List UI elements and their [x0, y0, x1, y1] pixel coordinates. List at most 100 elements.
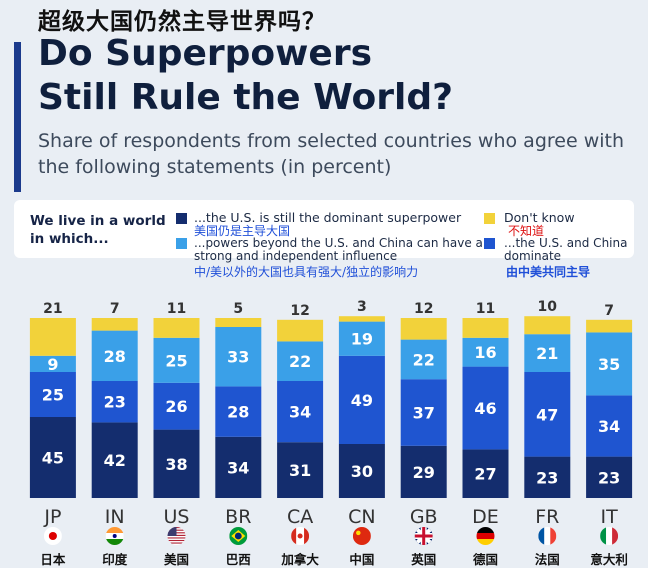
- bar-cn-dont-know: [338, 316, 385, 322]
- bar-gb-other-powers: [400, 339, 447, 380]
- tick-label-fr: FR: [535, 506, 559, 528]
- data-label-it-us-dominant: 23: [598, 468, 620, 487]
- bar-fr-other-powers: [524, 334, 571, 372]
- data-label-de-dont-know: 11: [476, 301, 495, 317]
- data-label-br-dont-know: 5: [233, 301, 243, 317]
- bar-us-other-powers: [153, 337, 200, 383]
- flag-brazil-icon: [229, 527, 248, 545]
- data-label-cn-us-china: 49: [351, 391, 373, 410]
- data-label-jp-dont-know: 21: [43, 301, 62, 317]
- legend-cn-us-china: 由中美共同主导: [506, 265, 591, 279]
- country-cn-jp: 日本: [40, 552, 66, 567]
- bar-it-dont-know: [586, 319, 633, 333]
- tick-label-ca: CA: [287, 506, 313, 528]
- data-label-jp-us-china: 25: [42, 386, 64, 405]
- flag-france-icon: [538, 527, 557, 545]
- data-label-in-dont-know: 7: [110, 301, 120, 317]
- legend-item-other-powers: ...powers beyond the U.S. and China can …: [194, 236, 483, 263]
- bar-us-us-dominant: [153, 429, 200, 498]
- country-cn-ca: 加拿大: [280, 552, 319, 567]
- bar-ca-us-china: [277, 381, 324, 443]
- bar-de-us-dominant: [462, 449, 509, 498]
- bar-gb-us-china: [400, 379, 447, 446]
- bar-cn-other-powers: [338, 321, 385, 356]
- bar-de-dont-know: [462, 318, 509, 338]
- data-label-br-us-dominant: 34: [227, 458, 249, 477]
- data-label-it-us-china: 34: [598, 417, 620, 436]
- tick-label-cn: CN: [348, 506, 375, 528]
- data-label-us-us-china: 26: [165, 397, 187, 416]
- bar-cn-us-dominant: [338, 444, 385, 498]
- legend-item-dont-know: Don't know: [504, 210, 575, 225]
- data-label-fr-us-china: 47: [536, 405, 558, 424]
- bar-jp-us-dominant: [29, 417, 76, 498]
- flag-germany-icon: [476, 527, 495, 545]
- bar-ca-us-dominant: [277, 442, 324, 498]
- data-label-it-dont-know: 7: [604, 303, 614, 319]
- tick-label-br: BR: [225, 506, 251, 528]
- bar-ca-other-powers: [277, 341, 324, 381]
- flag-italy-icon: [600, 527, 619, 545]
- legend-swatch-other-powers: [176, 238, 187, 249]
- tick-label-jp: JP: [43, 506, 61, 528]
- data-label-br-us-china: 28: [227, 403, 249, 422]
- bar-de-other-powers: [462, 337, 509, 367]
- bar-it-us-dominant: [586, 456, 633, 498]
- country-cn-us: 美国: [164, 552, 189, 567]
- flag-japan-icon: [43, 527, 62, 545]
- data-label-de-us-china: 46: [474, 399, 496, 418]
- country-cn-br: 巴西: [226, 552, 251, 567]
- bar-jp-dont-know: [29, 318, 76, 356]
- stacked-bar-chart: 4525921JP日本4223287IN印度38262511US美国342833…: [29, 299, 633, 567]
- flag-usa-icon: [167, 527, 186, 545]
- bar-ca-dont-know: [277, 319, 324, 342]
- bar-in-us-dominant: [91, 422, 138, 498]
- bar-it-us-china: [586, 395, 633, 457]
- bar-in-dont-know: [91, 318, 138, 331]
- bar-it-other-powers: [586, 332, 633, 396]
- bar-br-dont-know: [215, 318, 262, 327]
- country-cn-fr: 法国: [535, 552, 560, 567]
- legend-intro: We live in a world in which...: [30, 213, 166, 247]
- legend-cn-other-powers: 中/美以外的大国也具有强大/独立的影响力: [194, 265, 419, 279]
- legend-item-us-dominant: ...the U.S. is still the dominant superp…: [194, 210, 462, 225]
- data-label-ca-dont-know: 12: [290, 303, 309, 319]
- bar-cn-us-china: [338, 355, 385, 444]
- flag-india-icon: [105, 527, 124, 545]
- bar-us-dont-know: [153, 318, 200, 338]
- data-label-br-other-powers: 33: [227, 348, 249, 367]
- tick-label-de: DE: [472, 506, 499, 528]
- data-label-gb-other-powers: 22: [413, 350, 435, 369]
- data-label-ca-other-powers: 22: [289, 352, 311, 371]
- bar-us-us-china: [153, 382, 200, 430]
- bar-jp-us-china: [29, 372, 76, 417]
- data-label-us-us-dominant: 38: [165, 455, 187, 474]
- data-label-fr-dont-know: 10: [538, 299, 558, 315]
- data-label-ca-us-dominant: 31: [289, 461, 311, 480]
- tick-label-gb: GB: [410, 506, 438, 528]
- data-label-in-other-powers: 28: [104, 347, 126, 366]
- tick-label-it: IT: [600, 506, 618, 528]
- data-label-in-us-dominant: 42: [104, 451, 126, 470]
- tick-label-in: IN: [105, 506, 125, 528]
- data-label-it-other-powers: 35: [598, 355, 620, 374]
- title-line-2: Still Rule the World?: [38, 77, 454, 118]
- data-label-cn-other-powers: 19: [351, 330, 373, 349]
- bar-br-other-powers: [215, 327, 262, 387]
- legend: We live in a world in which... ...the U.…: [14, 200, 634, 263]
- data-label-jp-us-dominant: 45: [42, 449, 64, 468]
- tick-label-us: US: [164, 506, 190, 528]
- bar-gb-dont-know: [400, 318, 447, 340]
- bar-in-us-china: [91, 381, 138, 423]
- data-label-fr-other-powers: 21: [536, 344, 558, 363]
- country-cn-gb: 英国: [411, 552, 436, 567]
- country-cn-in: 印度: [102, 552, 128, 567]
- legend-cn-us-dominant: 美国仍是主导大国: [194, 224, 291, 238]
- data-label-gb-us-china: 37: [413, 404, 435, 423]
- data-label-gb-us-dominant: 29: [413, 463, 435, 482]
- legend-swatch-us-china: [484, 238, 495, 249]
- bar-jp-other-powers: [29, 355, 76, 372]
- bar-br-us-dominant: [215, 436, 262, 498]
- flag-uk-icon: [414, 527, 433, 545]
- bar-de-us-china: [462, 366, 509, 450]
